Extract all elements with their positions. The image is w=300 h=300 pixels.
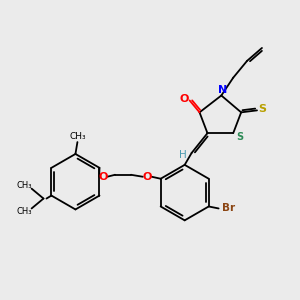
Text: H: H — [179, 150, 187, 160]
Text: O: O — [180, 94, 189, 104]
Text: CH₃: CH₃ — [69, 132, 86, 141]
Text: O: O — [98, 172, 108, 182]
Text: CH₃: CH₃ — [17, 181, 32, 190]
Text: Br: Br — [222, 203, 235, 214]
Text: N: N — [218, 85, 227, 94]
Text: S: S — [258, 104, 266, 114]
Text: S: S — [237, 132, 244, 142]
Text: CH₃: CH₃ — [17, 207, 32, 216]
Text: O: O — [142, 172, 152, 182]
